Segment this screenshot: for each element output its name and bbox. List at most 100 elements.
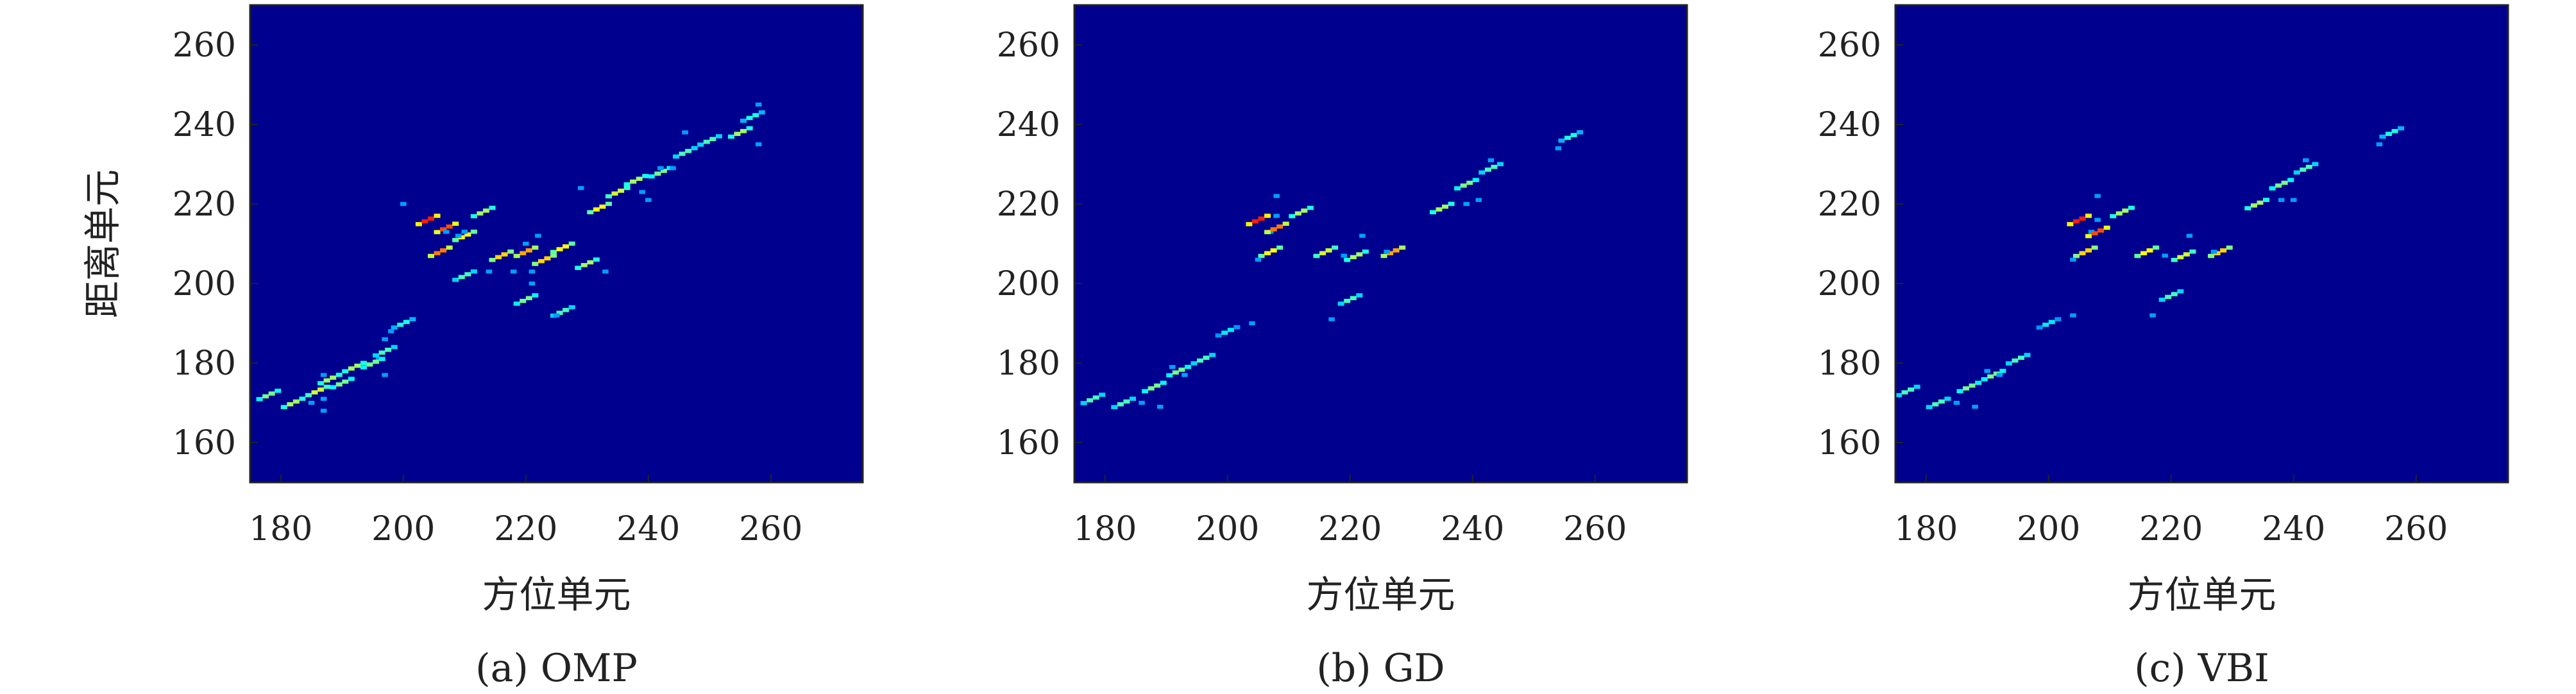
heatmap-cell: [727, 134, 734, 139]
x-tick-label: 200: [371, 510, 435, 548]
heatmap-cell: [1087, 398, 1094, 403]
heatmap-cell: [636, 176, 643, 182]
y-tick-label: 220: [997, 185, 1060, 224]
heatmap-cell: [378, 357, 386, 361]
heatmap-cell: [525, 296, 532, 301]
heatmap-cell: [1436, 207, 1443, 212]
heatmap-cell: [734, 131, 741, 136]
heatmap-cell: [348, 366, 355, 371]
heatmap-cell: [1944, 396, 1951, 401]
heatmap-cell: [440, 227, 447, 232]
heatmap-cell: [446, 224, 453, 229]
heatmap-cell: [2165, 294, 2172, 300]
heatmap-cell: [1166, 373, 1173, 378]
heatmap-cell: [1356, 293, 1363, 298]
plot-background: [1074, 5, 1687, 482]
heatmap-cell: [1975, 380, 1982, 385]
heatmap-cell: [1359, 233, 1366, 238]
heatmap-cell: [2376, 142, 2383, 147]
heatmap-cell: [2005, 361, 2012, 366]
heatmap-cell: [639, 190, 645, 194]
heatmap-cell: [308, 400, 315, 405]
y-tick-label: 160: [1818, 424, 1881, 462]
y-tick-label: 180: [997, 344, 1060, 383]
heatmap-cell: [1065, 377, 1072, 381]
heatmap-cell: [391, 325, 398, 330]
heatmap-cell: [535, 233, 541, 238]
plot-frame: [1894, 4, 2509, 484]
heatmap-cell: [2055, 317, 2062, 321]
heatmap-cell: [2153, 245, 2160, 250]
heatmap-cell: [670, 166, 676, 171]
heatmap-cell: [513, 253, 520, 258]
heatmap-cell: [1496, 162, 1504, 167]
heatmap-cell: [482, 208, 489, 213]
heatmap-cell: [2281, 180, 2288, 185]
heatmap-cell: [348, 377, 355, 381]
heatmap-cell: [605, 194, 612, 199]
heatmap-cell: [1399, 245, 1406, 250]
heatmap-cell: [415, 222, 422, 226]
heatmap-cell: [427, 216, 434, 221]
heatmap-cell: [1341, 253, 1347, 258]
heatmap-cell: [752, 113, 759, 117]
heatmap-cell: [2275, 183, 2282, 188]
y-tick-label: 160: [997, 424, 1060, 462]
heatmap-cell: [287, 402, 294, 407]
heatmap-cell: [1273, 214, 1280, 218]
heatmap-cell: [1442, 204, 1449, 209]
heatmap-cell: [1282, 221, 1289, 226]
heatmap-cell: [1172, 370, 1179, 375]
heatmap-cells: [241, 102, 765, 413]
heatmap-cell: [241, 373, 248, 377]
y-tick-label: 260: [1818, 26, 1881, 65]
heatmap-cell: [2177, 255, 2184, 260]
heatmap-cell: [2018, 355, 2025, 360]
heatmap-cell: [648, 174, 655, 179]
heatmap-cell: [1558, 139, 1565, 143]
heatmap-cell: [1246, 222, 1253, 226]
heatmap-cell: [691, 146, 698, 151]
heatmap-cell: [2303, 158, 2309, 162]
heatmap-cell: [464, 232, 471, 237]
heatmap-cell: [1987, 374, 1994, 379]
heatmap-cell: [1448, 201, 1455, 207]
heatmap-cell: [2186, 233, 2193, 238]
heatmap-cell: [2103, 225, 2110, 230]
heatmap-cell: [1203, 355, 1210, 360]
heatmap-cell: [262, 394, 269, 399]
heatmap-cell: [2312, 162, 2319, 167]
heatmap-cell: [323, 384, 330, 389]
heatmap-cell: [2091, 245, 2098, 250]
heatmap-cell: [1393, 248, 1400, 253]
heatmap-cell: [520, 298, 527, 303]
heatmap-cell: [443, 230, 450, 234]
heatmap-cell: [2162, 253, 2168, 258]
heatmap-cell: [1969, 383, 1976, 388]
heatmap-cell: [682, 130, 688, 135]
heatmap-cell: [366, 362, 373, 367]
heatmap-cell: [458, 275, 465, 280]
heatmap-cell: [2140, 251, 2148, 255]
panel-caption: (a) OMP: [475, 646, 638, 691]
y-tick-label: 180: [173, 344, 236, 383]
heatmap-cell: [320, 409, 327, 413]
x-axis-label: 方位单元: [1306, 573, 1455, 616]
heatmap-cell: [1350, 296, 1357, 301]
heatmap-cell: [2210, 250, 2217, 254]
heatmap-cell: [2122, 208, 2129, 213]
heatmap-cell: [2070, 313, 2076, 317]
y-tick-label: 180: [1818, 344, 1881, 383]
heatmap-cell: [1479, 170, 1486, 175]
heatmap-cell: [391, 344, 398, 350]
heatmap-cell: [580, 263, 588, 267]
panel-caption: (b) GD: [1316, 646, 1445, 691]
heatmap-cell: [657, 166, 664, 171]
heatmap-cell: [1344, 298, 1351, 303]
heatmap-cell: [1337, 301, 1344, 306]
heatmap-cell: [1577, 130, 1584, 135]
heatmap-cell: [544, 256, 551, 261]
x-axis-label: 方位单元: [2127, 573, 2276, 616]
panel-c: 180 200 220 240 260 160 180 200 220 240 260 方位单元 (c)…: [1818, 4, 2509, 691]
y-tick-label: 200: [1818, 265, 1881, 303]
